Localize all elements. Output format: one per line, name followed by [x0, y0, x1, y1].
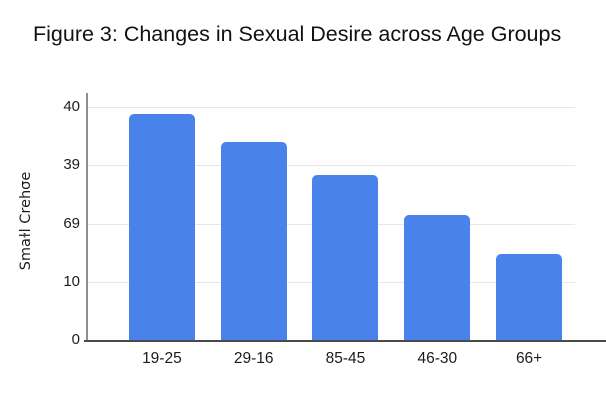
- y-axis-line: [86, 93, 88, 340]
- bar-46-30: [404, 215, 471, 340]
- y-axis-title: Smaɫl Crehσe: [18, 171, 34, 271]
- gridline: [88, 165, 575, 167]
- y-tick-label: 10: [63, 272, 80, 290]
- x-tick-label: 29-16: [233, 350, 274, 367]
- bar-slot: [483, 93, 575, 340]
- y-tick-label: 40: [63, 98, 80, 115]
- x-tick-label: 66+: [515, 350, 543, 367]
- bar-slot: [300, 93, 392, 340]
- y-tick-label: 0: [71, 331, 80, 348]
- bar-85-45: [312, 175, 379, 340]
- bars-row: [116, 93, 575, 340]
- x-tick-label: 46-30: [417, 350, 458, 367]
- x-axis-tick-labels: 19-25 29-16 85-45 46-30 66+: [116, 350, 575, 368]
- bar-slot: [391, 93, 483, 340]
- bar-19-25: [128, 114, 195, 340]
- x-tick-label: 19-25: [142, 350, 182, 367]
- y-tick-label: 39: [63, 156, 80, 174]
- y-tick-label: 69: [63, 214, 80, 232]
- chart-title: Figure 3: Changes in Sexual Desire acros…: [33, 22, 562, 46]
- bar-slot: [208, 93, 300, 340]
- plot-area: [84, 93, 606, 342]
- gridline: [88, 107, 575, 108]
- x-axis-line: [84, 340, 606, 342]
- bar-66+: [496, 254, 563, 340]
- x-tick-label: 85-45: [325, 350, 366, 367]
- bar-29-16: [220, 142, 287, 340]
- bar-slot: [116, 93, 208, 340]
